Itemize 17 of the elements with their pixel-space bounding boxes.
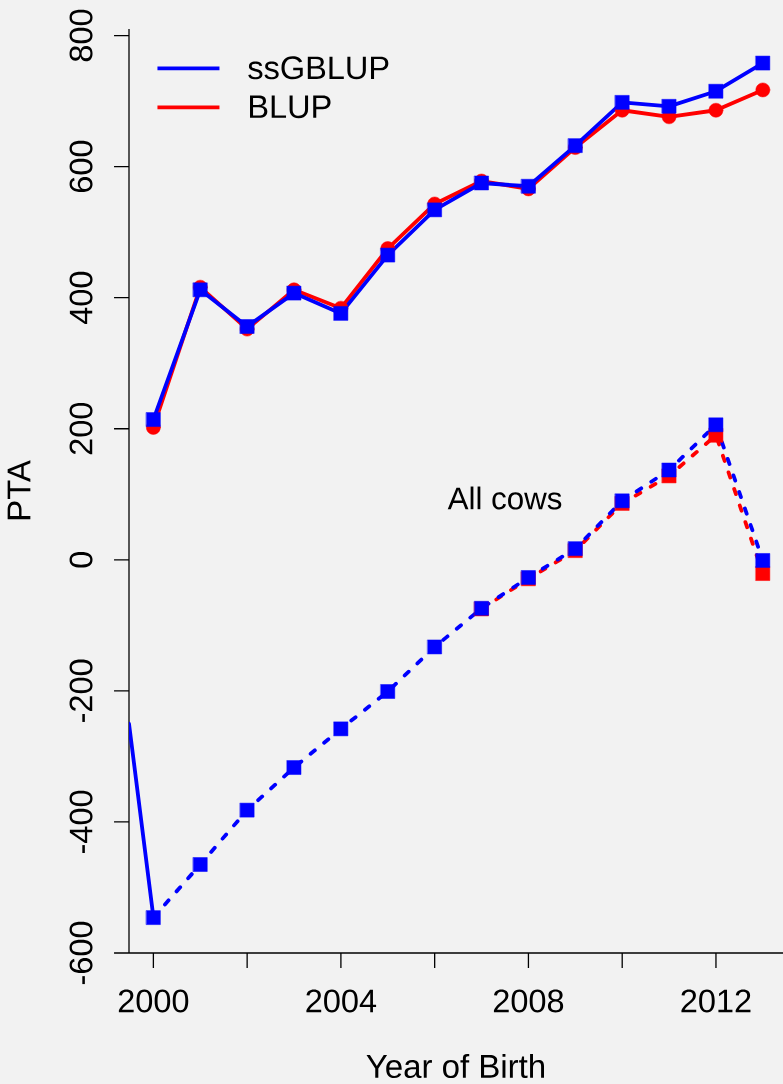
y-tick-label: 200 [69, 402, 93, 455]
legend-label: BLUP [250, 95, 331, 119]
y-tick-label: -400 [69, 790, 93, 854]
y-tick-label: 600 [69, 140, 93, 193]
x-axis-title: Year of Birth [366, 1053, 545, 1079]
y-axis-title: PTA [7, 460, 31, 520]
y-tick-label: 400 [69, 271, 93, 325]
x-tick-label: 2000 [118, 989, 189, 1013]
x-tick-label: 2004 [306, 989, 377, 1013]
annotation: All cows [447, 486, 562, 510]
x-tick-label: 2012 [681, 989, 751, 1013]
legend-label: ssGBLUP [248, 56, 389, 80]
y-tick-label: -200 [69, 659, 93, 722]
y-tick-label: 0 [69, 552, 93, 568]
x-tick-label: 2008 [493, 989, 564, 1013]
y-tick-label: -600 [69, 921, 93, 985]
y-tick-label: 800 [69, 9, 93, 62]
